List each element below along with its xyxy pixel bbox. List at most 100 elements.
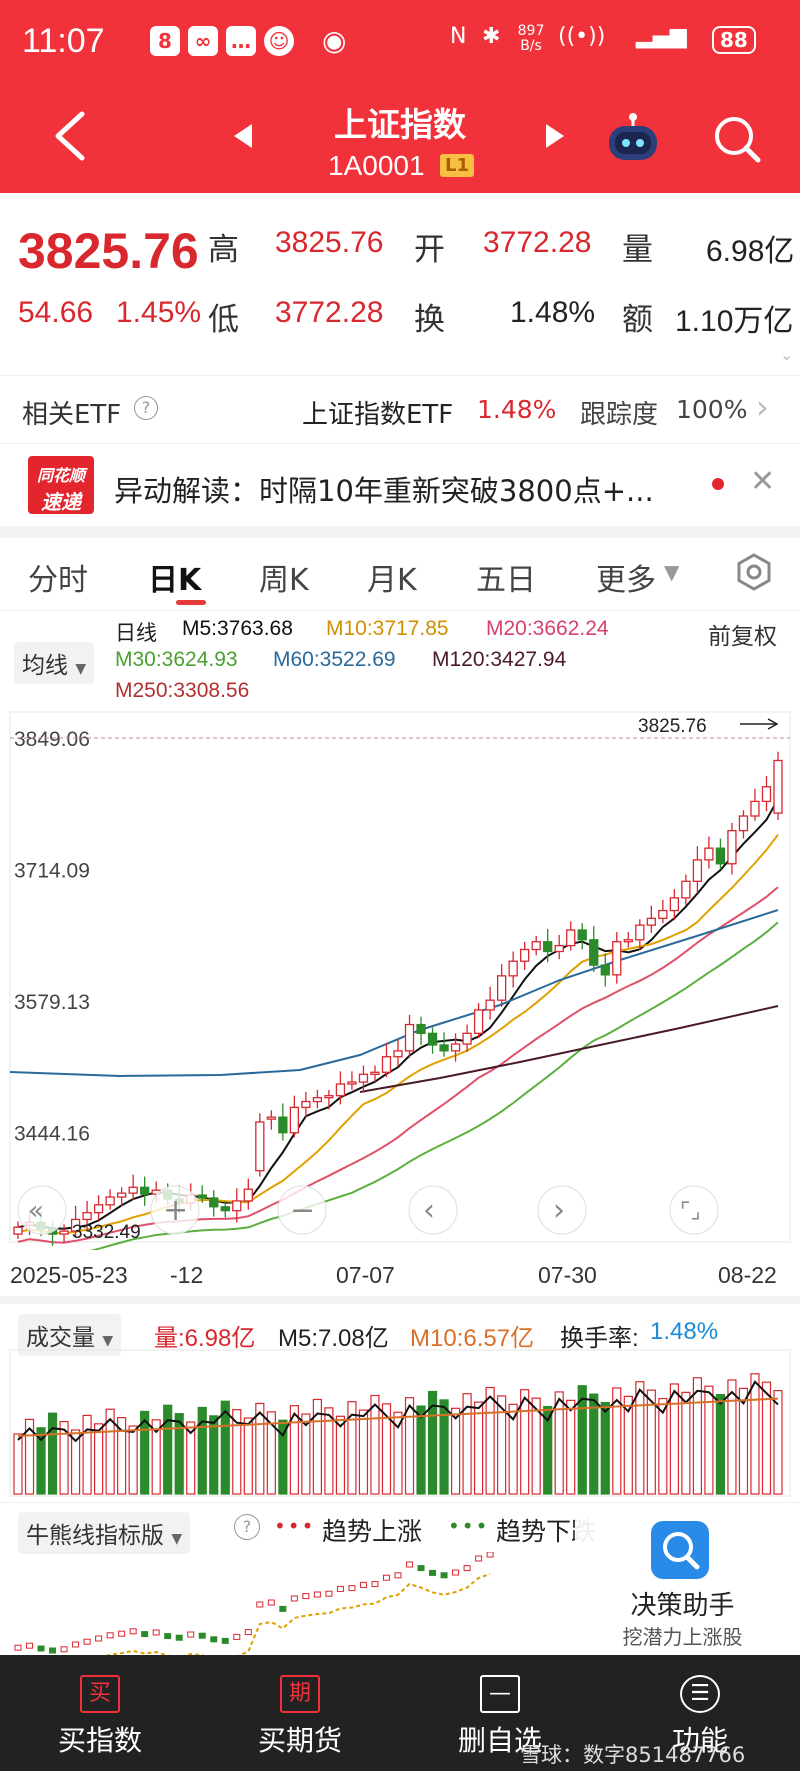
x-tick: -12 — [170, 1262, 204, 1288]
chevron-right-icon: › — [756, 388, 769, 426]
candle — [462, 1032, 472, 1045]
volume-bar — [508, 1403, 518, 1495]
expand-icon[interactable]: ⌄ — [780, 345, 794, 364]
robot-assistant-icon[interactable] — [605, 112, 661, 164]
candle — [508, 960, 518, 977]
bluetooth-icon: ✱ — [482, 24, 501, 49]
candle — [658, 909, 668, 919]
kline-chart[interactable]: 3849.06 3714.09 3579.13 3444.16 3825.76 333… — [0, 710, 800, 1250]
volume-bar — [278, 1419, 288, 1495]
help-icon[interactable]: ? — [234, 1514, 260, 1540]
volume-bar — [174, 1413, 184, 1495]
volume-bar — [140, 1410, 150, 1495]
bull-candle — [267, 1599, 275, 1606]
candle — [93, 1204, 104, 1214]
decision-assistant[interactable]: 决策助手 挖潜力上涨股 — [575, 1515, 790, 1655]
candle — [485, 999, 495, 1011]
volume-bar — [289, 1405, 299, 1495]
close-icon[interactable]: ✕ — [750, 464, 776, 499]
volume-bar — [370, 1394, 380, 1495]
svg-text:«: « — [28, 1196, 44, 1226]
candle — [209, 1197, 219, 1208]
hotspot-icon: ((•)) — [558, 24, 606, 49]
bull-candle — [463, 1565, 471, 1572]
tab-monthly-k[interactable]: 月K — [367, 563, 417, 598]
candle — [266, 1116, 276, 1120]
bull-candle — [83, 1638, 91, 1645]
candle — [520, 948, 530, 962]
trend-up-label: 趋势上涨 — [322, 1517, 423, 1546]
scroll-right-icon[interactable] — [537, 1185, 587, 1235]
trend-up-dots: ••• — [274, 1514, 316, 1538]
search-icon[interactable] — [712, 114, 762, 164]
volume-bar — [416, 1405, 426, 1495]
scroll-left-icon[interactable] — [408, 1185, 458, 1235]
volume-chart[interactable] — [0, 1348, 800, 1498]
volume-bar — [197, 1406, 207, 1495]
ma-selector[interactable]: 均线 ▼ — [14, 642, 95, 684]
buy-index-button[interactable]: 买 买指数 — [20, 1655, 180, 1771]
volume-bar — [474, 1401, 484, 1495]
candle — [335, 1083, 346, 1097]
volume-bar — [450, 1407, 461, 1495]
candle — [554, 944, 564, 953]
candle — [543, 941, 553, 953]
ma60-value: M60:3522.69 — [273, 648, 396, 671]
tab-five-day[interactable]: 五日 — [476, 563, 536, 598]
status-bar: 11:07 8 ∞ … ☺ ◉ N ✱ 897 B/s ((•)) ▂▄▆ 88 — [0, 0, 800, 84]
remove-watchlist-button[interactable]: — 删自选 — [420, 1655, 580, 1771]
volume-selector[interactable]: 成交量 ▼ — [18, 1314, 122, 1356]
bull-candle — [279, 1605, 287, 1612]
volume-bar — [738, 1387, 749, 1495]
candle — [416, 1023, 426, 1034]
help-icon[interactable]: ? — [134, 396, 158, 420]
fullscreen-icon[interactable] — [669, 1185, 719, 1235]
bull-candle — [394, 1572, 402, 1579]
functions-button[interactable]: ☰ 功能 — [620, 1655, 780, 1771]
tab-more[interactable]: 更多 — [596, 563, 656, 598]
volume-bar — [232, 1409, 242, 1495]
turnover-value: 1.48% — [510, 296, 596, 329]
tab-intraday[interactable]: 分时 — [28, 563, 88, 598]
zoom-in-icon[interactable] — [150, 1185, 200, 1235]
volume-bar — [347, 1401, 357, 1495]
next-stock-icon[interactable] — [544, 122, 566, 150]
back-icon[interactable] — [52, 110, 88, 162]
battery-indicator: 88 — [712, 26, 756, 54]
indicator-selector[interactable]: 牛熊线指标版 ▼ — [18, 1512, 191, 1554]
svg-text:›: › — [553, 1193, 565, 1228]
nav-label: 买指数 — [57, 1724, 142, 1757]
volume-ma5: M5:7.08亿 — [278, 1325, 389, 1352]
rewind-icon[interactable] — [17, 1185, 67, 1235]
volume-bar — [117, 1417, 127, 1495]
svg-text:‹: ‹ — [423, 1193, 435, 1228]
etf-row[interactable]: 相关ETF ? 上证指数ETF 1.48% 跟踪度 100% › — [0, 378, 800, 442]
volume-bar — [163, 1404, 173, 1495]
tab-weekly-k[interactable]: 周K — [259, 563, 309, 598]
bull-candle — [187, 1631, 195, 1638]
volume-bar — [13, 1433, 23, 1495]
bull-candle — [129, 1628, 137, 1635]
volume-bar — [462, 1393, 472, 1495]
prev-stock-icon[interactable] — [232, 122, 254, 150]
volume-bar — [554, 1391, 564, 1495]
adjust-mode[interactable]: 前复权 — [708, 623, 777, 649]
tab-daily-k[interactable]: 日K — [148, 563, 202, 598]
settings-icon[interactable] — [734, 552, 774, 592]
news-row[interactable]: 同花顺 速递 异动解读：时隔10年重新突破3800点+... ✕ — [0, 446, 800, 526]
ma250-value: M250:3308.56 — [115, 679, 250, 702]
bull-candle — [348, 1585, 356, 1592]
candle — [59, 1230, 69, 1235]
buy-futures-button[interactable]: 期 买期货 — [220, 1655, 380, 1771]
bull-candle — [198, 1632, 206, 1639]
volume-bar — [658, 1397, 668, 1495]
bull-candle — [37, 1645, 45, 1652]
candle — [600, 964, 610, 976]
candle — [738, 815, 749, 832]
volume-bar — [715, 1393, 726, 1495]
volume-bar — [358, 1409, 369, 1495]
zoom-out-icon[interactable] — [277, 1185, 327, 1235]
volume-bar — [209, 1415, 219, 1495]
candle — [82, 1211, 92, 1221]
amount-label: 额 — [622, 302, 653, 338]
